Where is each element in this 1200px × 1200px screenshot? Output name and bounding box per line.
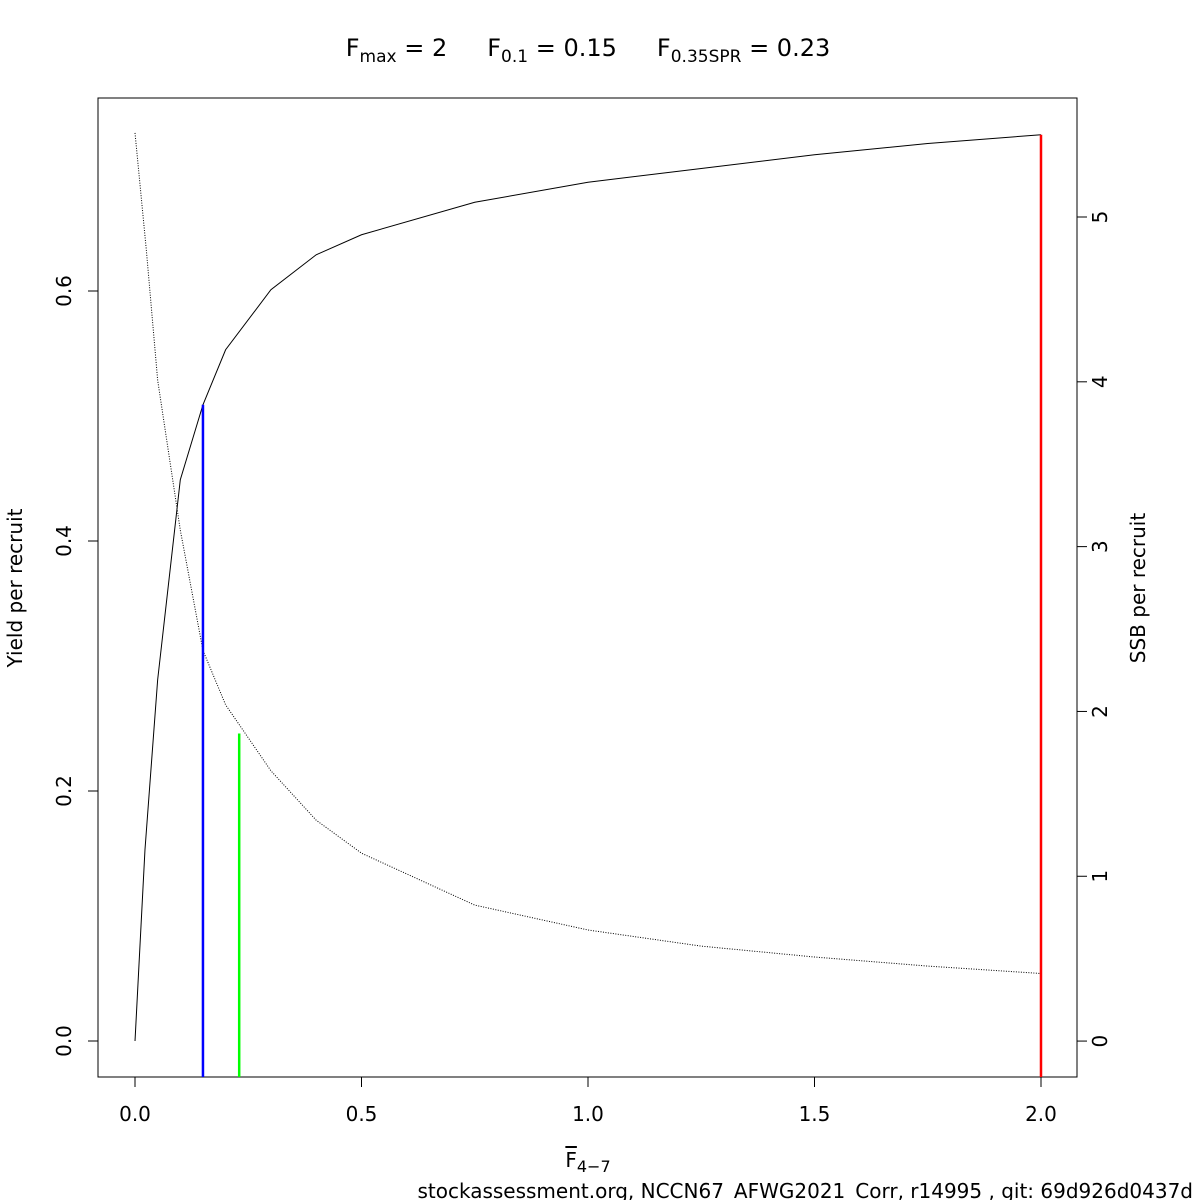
y2-tick-label: 1 xyxy=(1088,870,1112,883)
y2-tick-label: 2 xyxy=(1088,705,1112,718)
title-subscript: 0.1 xyxy=(501,47,528,67)
plot-box xyxy=(97,97,1078,1078)
x-tick-label: 0.0 xyxy=(119,1102,151,1126)
footer: stockassessment.org, NCCN67_AFWG2021_Cor… xyxy=(417,1179,1193,1200)
x-tick-label: 2.0 xyxy=(1025,1102,1057,1126)
title-value: = 0.15 xyxy=(528,34,617,62)
y2-axis-label: SSB per recruit xyxy=(1126,513,1150,664)
x-label-symbol: F xyxy=(565,1148,577,1172)
y2-tick-label: 3 xyxy=(1088,540,1112,553)
title-subscript: 0.35SPR xyxy=(671,47,742,67)
y-tick-label: 0.2 xyxy=(52,775,76,807)
y2-tick-label: 0 xyxy=(1088,1035,1112,1048)
title-value: = 0.23 xyxy=(741,34,830,62)
y2-tick-label: 4 xyxy=(1088,375,1112,388)
x-tick-label: 1.0 xyxy=(572,1102,604,1126)
y2-tick-label: 5 xyxy=(1088,211,1112,224)
title-symbol: F xyxy=(657,34,671,62)
y-tick-label: 0.0 xyxy=(52,1025,76,1057)
y-tick-label: 0.6 xyxy=(52,275,76,307)
title-value: = 2 xyxy=(397,34,448,62)
y-tick-label: 0.4 xyxy=(52,525,76,557)
title-subscript: max xyxy=(360,47,397,67)
title-symbol: F xyxy=(346,34,360,62)
y-axis-label: Yield per recruit xyxy=(3,508,27,668)
series-line xyxy=(134,134,1042,1042)
x-axis-label: F4−7 xyxy=(565,1148,610,1176)
x-label-subscript: 4−7 xyxy=(577,1157,611,1176)
chart-title: Fmax = 2 F0.1 = 0.15 F0.35SPR = 0.23 xyxy=(346,34,831,67)
x-tick-label: 1.5 xyxy=(799,1102,831,1126)
title-symbol: F xyxy=(487,34,501,62)
x-tick-label: 0.5 xyxy=(346,1102,378,1126)
series-line xyxy=(134,132,1042,974)
